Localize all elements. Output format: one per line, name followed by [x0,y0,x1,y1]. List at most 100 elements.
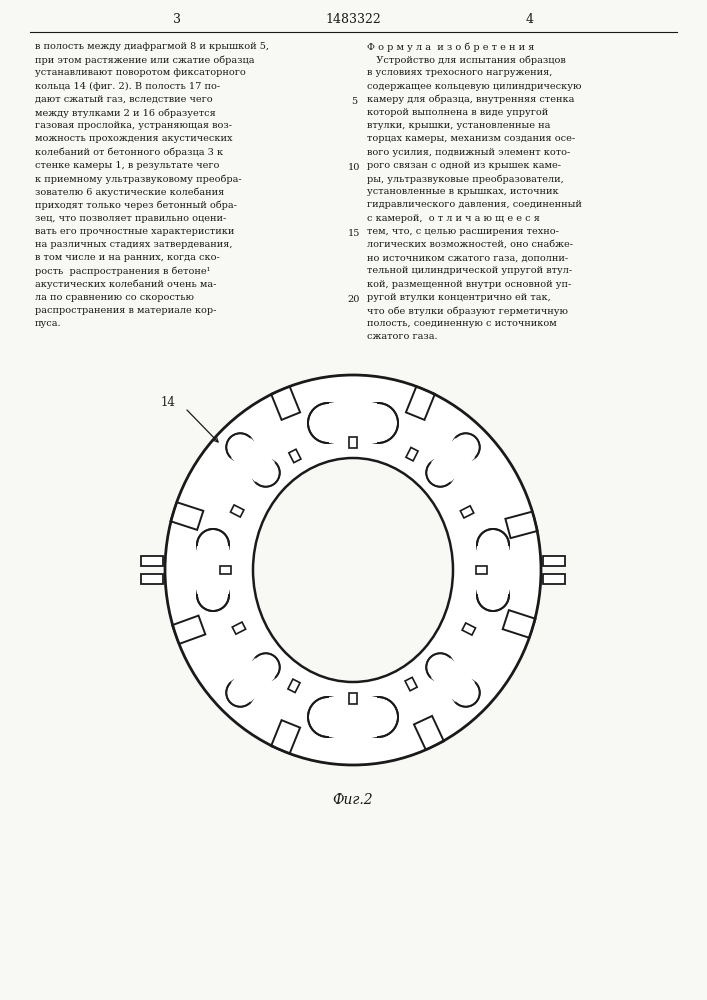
Text: при этом растяжение или сжатие образца: при этом растяжение или сжатие образца [35,55,255,65]
Text: Фиг.2: Фиг.2 [333,793,373,807]
Text: рость  распространения в бетоне¹: рость распространения в бетоне¹ [35,266,211,276]
Text: распространения в материале кор-: распространения в материале кор- [35,306,216,315]
Circle shape [358,697,398,737]
Polygon shape [271,720,300,754]
Bar [543,556,565,566]
Text: приходят только через бетонный обра-: приходят только через бетонный обра- [35,200,237,210]
Polygon shape [230,437,276,483]
Circle shape [426,459,455,487]
Polygon shape [327,697,379,737]
Text: зец, что позволяет правильно оцени-: зец, что позволяет правильно оцени- [35,214,226,223]
Circle shape [226,433,255,461]
Text: камеру для образца, внутренняя стенка: камеру для образца, внутренняя стенка [367,95,574,104]
Text: 20: 20 [348,295,360,304]
Polygon shape [173,616,205,644]
Circle shape [477,579,509,611]
Text: можность прохождения акустических: можность прохождения акустических [35,134,233,143]
Polygon shape [349,692,357,704]
Circle shape [252,653,280,681]
Text: с камерой,  о т л и ч а ю щ е е с я: с камерой, о т л и ч а ю щ е е с я [367,214,540,223]
Polygon shape [477,544,509,596]
Text: полость, соединенную с источником: полость, соединенную с источником [367,319,556,328]
Text: устанавливают поворотом фиксаторного: устанавливают поворотом фиксаторного [35,68,246,77]
Text: в том числе и на ранних, когда ско-: в том числе и на ранних, когда ско- [35,253,220,262]
Text: 3: 3 [173,13,181,26]
Text: вого усилия, подвижный элемент кото-: вого усилия, подвижный элемент кото- [367,148,571,157]
Bar [141,556,163,566]
Bar [141,574,163,584]
Text: гидравлического давления, соединенный: гидравлического давления, соединенный [367,200,582,209]
Text: в условиях трехосного нагружения,: в условиях трехосного нагружения, [367,68,552,77]
Polygon shape [230,505,244,517]
Polygon shape [503,610,535,638]
Circle shape [426,653,455,681]
Text: ла по сравнению со скоростью: ла по сравнению со скоростью [35,293,194,302]
Polygon shape [430,657,477,703]
Circle shape [452,433,480,461]
Text: 5: 5 [351,97,357,106]
Polygon shape [506,512,537,538]
Polygon shape [219,566,230,574]
Text: рого связан с одной из крышек каме-: рого связан с одной из крышек каме- [367,161,561,170]
Circle shape [252,459,280,487]
Text: содержащее кольцевую цилиндрическую: содержащее кольцевую цилиндрическую [367,82,581,91]
Polygon shape [327,403,379,443]
Text: 10: 10 [348,163,360,172]
Text: пуса.: пуса. [35,319,62,328]
Text: вать его прочностные характеристики: вать его прочностные характеристики [35,227,235,236]
Bar [543,574,565,584]
Polygon shape [271,386,300,420]
Text: зователю 6 акустические колебания: зователю 6 акустические колебания [35,187,224,197]
Text: ры, ультразвуковые преобразователи,: ры, ультразвуковые преобразователи, [367,174,563,184]
Polygon shape [230,657,276,703]
Polygon shape [430,437,477,483]
Text: 4: 4 [526,13,534,26]
Text: тем, что, с целью расширения техно-: тем, что, с целью расширения техно- [367,227,559,236]
Circle shape [197,579,229,611]
Text: сжатого газа.: сжатого газа. [367,332,438,341]
Text: установленные в крышках, источник: установленные в крышках, источник [367,187,559,196]
Circle shape [358,403,398,443]
Polygon shape [462,623,476,635]
Text: на различных стадиях затвердевания,: на различных стадиях затвердевания, [35,240,233,249]
Polygon shape [349,436,357,448]
Polygon shape [197,544,229,596]
Text: тельной цилиндрической упругой втул-: тельной цилиндрической упругой втул- [367,266,572,275]
Text: 15: 15 [348,229,360,238]
Text: газовая прослойка, устраняющая воз-: газовая прослойка, устраняющая воз- [35,121,232,130]
Text: Устройство для испытания образцов: Устройство для испытания образцов [367,55,566,65]
Polygon shape [232,622,245,634]
Polygon shape [170,502,204,530]
Text: но источником сжатого газа, дополни-: но источником сжатого газа, дополни- [367,253,568,262]
Circle shape [308,697,348,737]
Polygon shape [460,506,474,518]
Text: дают сжатый газ, вследствие чего: дают сжатый газ, вследствие чего [35,95,213,104]
Circle shape [197,529,229,561]
Polygon shape [406,447,418,461]
Text: между втулками 2 и 16 образуется: между втулками 2 и 16 образуется [35,108,216,117]
Text: торцах камеры, механизм создания осе-: торцах камеры, механизм создания осе- [367,134,575,143]
Polygon shape [406,386,435,420]
Polygon shape [476,566,486,574]
Polygon shape [289,449,301,463]
Circle shape [226,679,255,707]
Text: колебаний от бетонного образца 3 к: колебаний от бетонного образца 3 к [35,148,223,157]
Text: акустических колебаний очень ма-: акустических колебаний очень ма- [35,280,216,289]
Text: ругой втулки концентрично ей так,: ругой втулки концентрично ей так, [367,293,551,302]
Text: 1483322: 1483322 [325,13,381,26]
Polygon shape [414,716,444,750]
Circle shape [308,403,348,443]
Text: кольца 14 (фиг. 2). В полость 17 по-: кольца 14 (фиг. 2). В полость 17 по- [35,82,220,91]
Text: кой, размещенной внутри основной уп-: кой, размещенной внутри основной уп- [367,280,571,289]
Text: к приемному ультразвуковому преобра-: к приемному ультразвуковому преобра- [35,174,242,184]
Text: втулки, крышки, установленные на: втулки, крышки, установленные на [367,121,550,130]
Text: 14: 14 [160,396,175,410]
Text: что обе втулки образуют герметичную: что обе втулки образуют герметичную [367,306,568,316]
Ellipse shape [253,458,453,682]
Ellipse shape [165,375,541,765]
Text: стенке камеры 1, в результате чего: стенке камеры 1, в результате чего [35,161,219,170]
Text: которой выполнена в виде упругой: которой выполнена в виде упругой [367,108,548,117]
Text: в полость между диафрагмой 8 и крышкой 5,: в полость между диафрагмой 8 и крышкой 5… [35,42,269,51]
Text: логических возможностей, оно снабже-: логических возможностей, оно снабже- [367,240,573,249]
Polygon shape [288,679,300,693]
